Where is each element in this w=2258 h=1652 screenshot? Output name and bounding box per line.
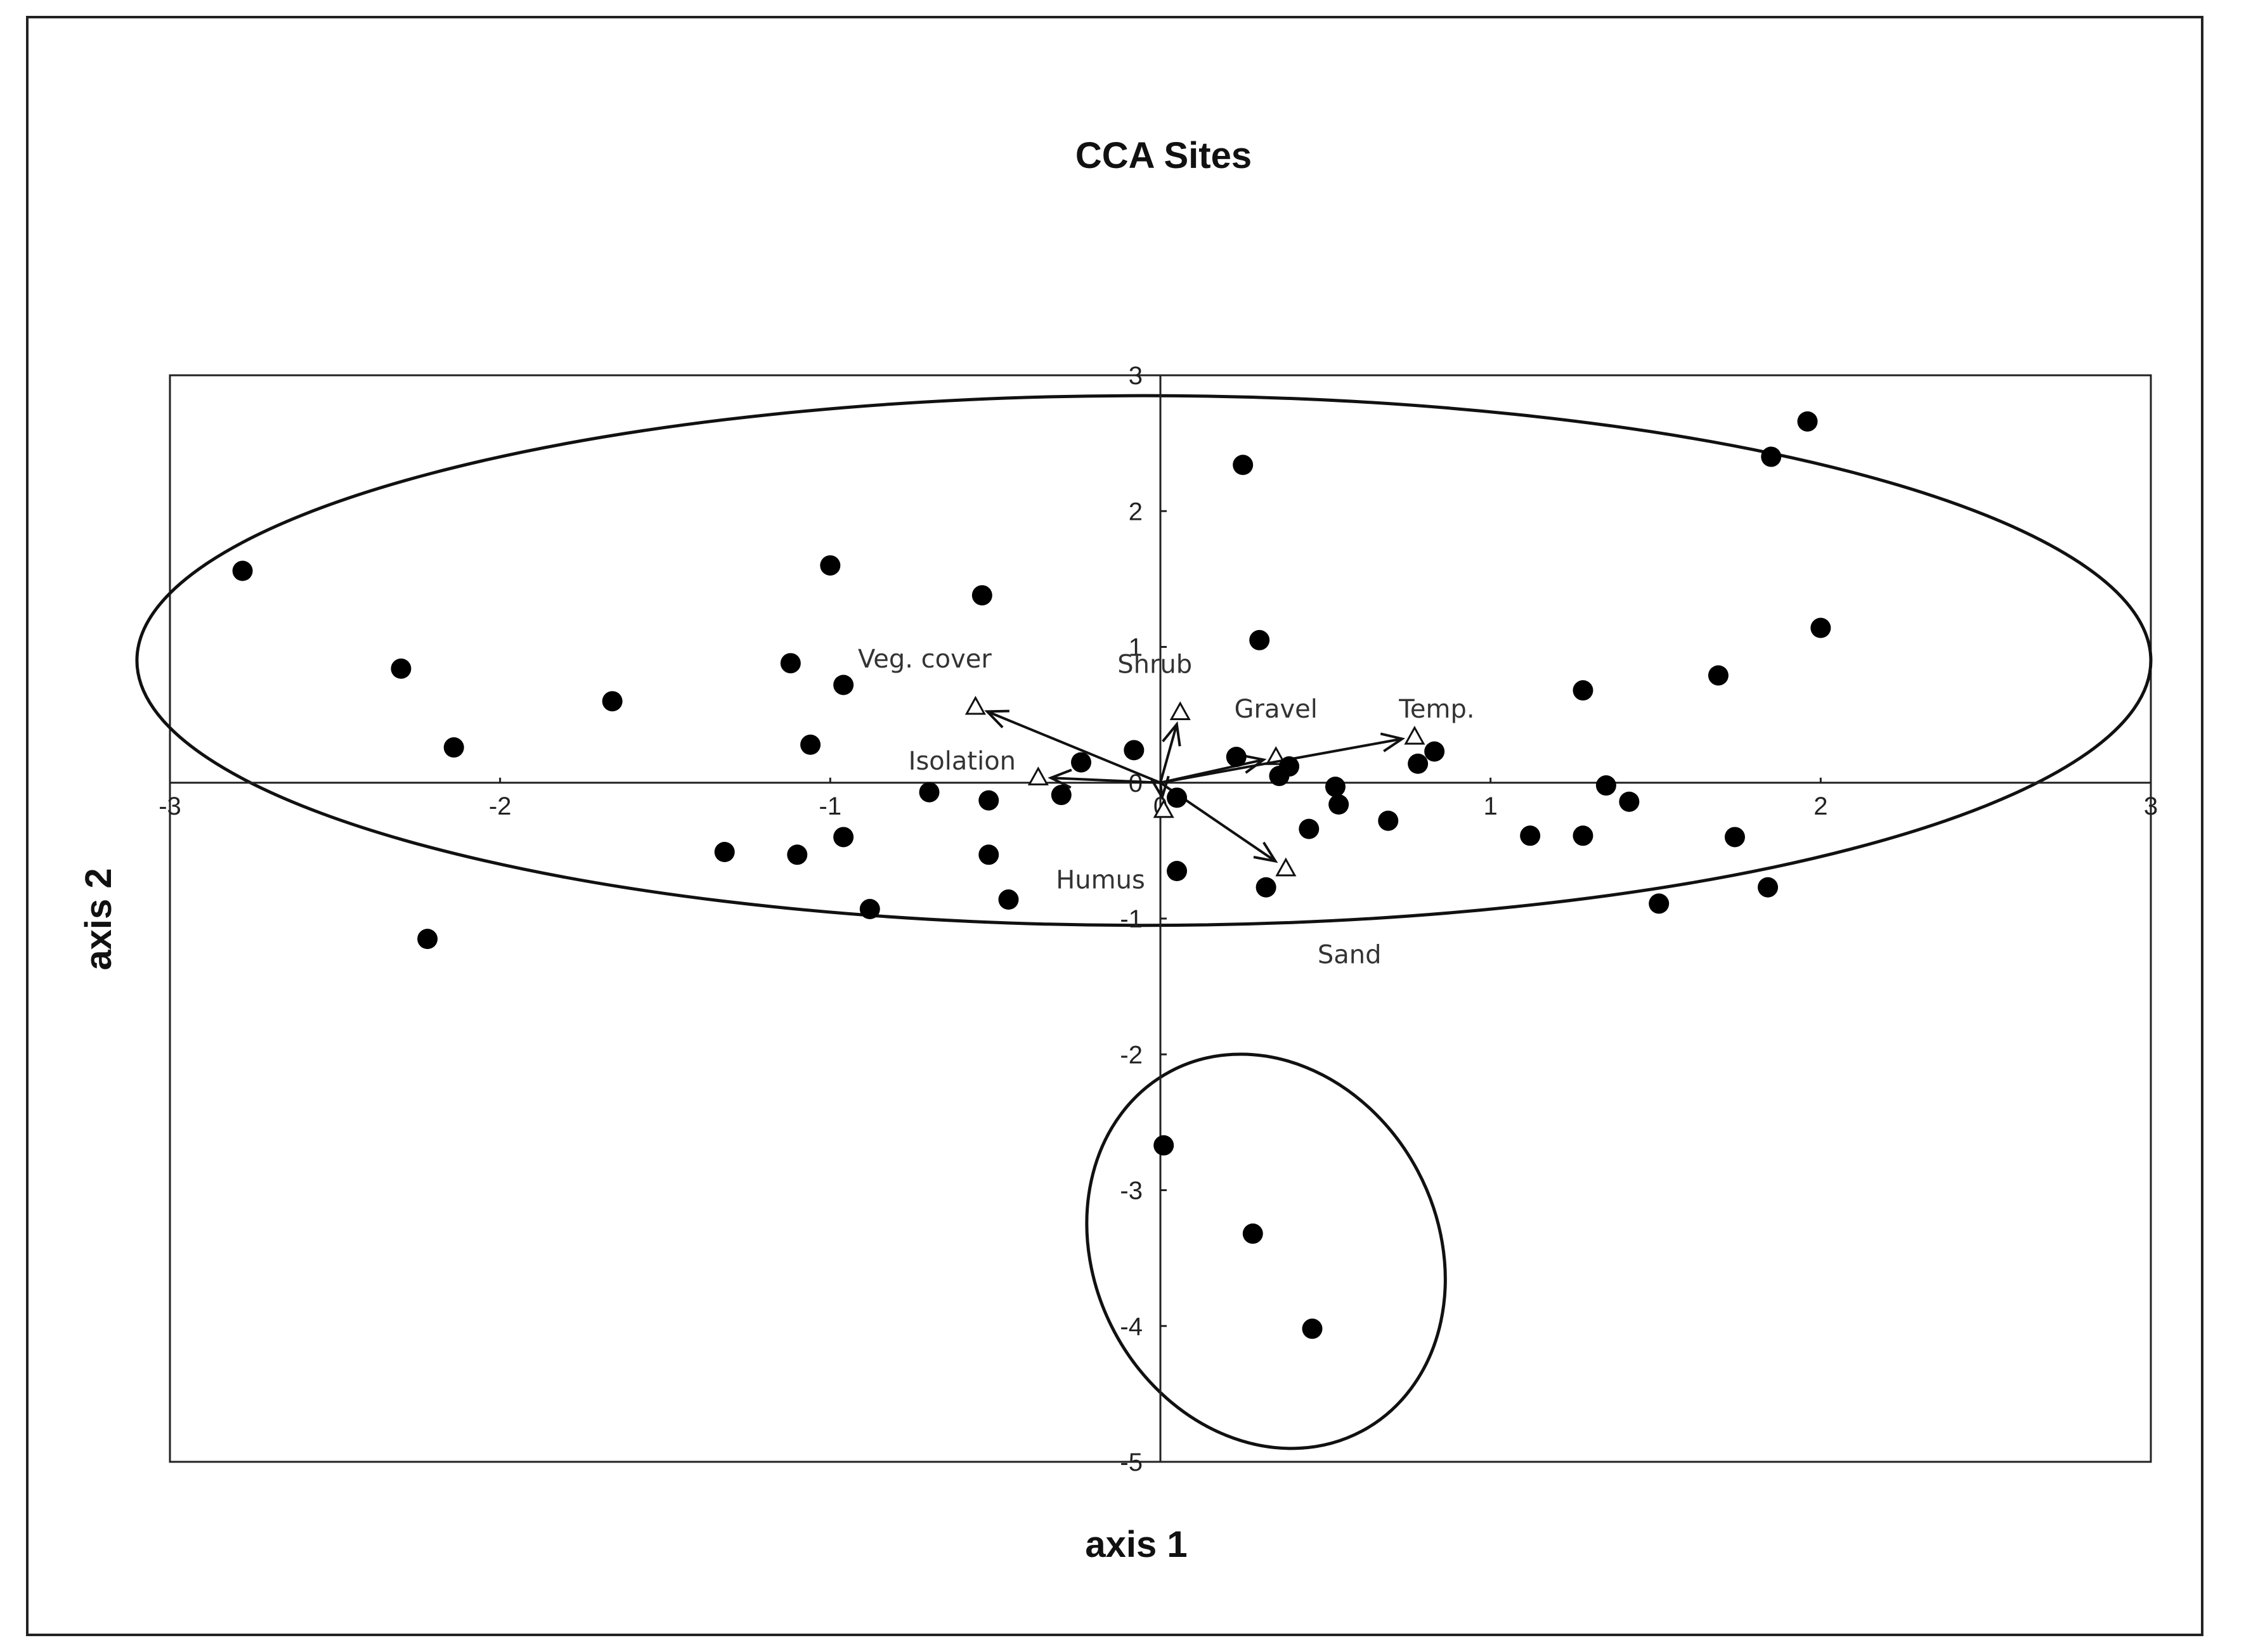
vector-marker [1027,766,1049,785]
site-point [859,899,880,920]
site-point [1256,877,1276,898]
site-point [714,842,735,863]
vector-label: Temp. [1398,695,1474,724]
y-axis-title: axis 2 [78,868,119,970]
site-point [1408,753,1429,774]
y-tick-label: -3 [1120,1177,1143,1205]
site-point [1649,893,1670,914]
site-point [1051,785,1072,806]
site-point [1167,861,1188,882]
site-point [1299,818,1320,839]
site-point [1226,747,1247,768]
site-point [833,674,854,695]
vector-marker [1404,725,1425,745]
vector-line [1051,777,1161,784]
vector-marker [1153,799,1174,818]
x-tick-label: 1 [1484,792,1498,820]
site-point [1810,617,1831,638]
site-points [232,411,1831,1339]
site-point [1797,411,1818,432]
vector-label: Shrub [1117,650,1192,679]
site-point [1761,446,1782,467]
site-point [1573,680,1593,701]
site-point [443,737,464,758]
x-tick-label: 3 [2144,792,2158,820]
x-tick-label: 2 [1814,792,1827,820]
y-tick-label: -1 [1120,905,1143,933]
vector-arrowhead [1253,841,1278,863]
group-ellipses [135,394,2153,1450]
site-point [800,734,821,755]
site-point [1242,1223,1263,1244]
site-point [971,585,992,606]
site-point [820,555,841,576]
site-point [1325,777,1346,797]
vector-arrowhead [984,709,1009,728]
chart-frame [26,16,2203,1636]
site-point [1724,827,1745,848]
vector-arrowhead [1048,768,1072,789]
vector-label: Sand [1318,941,1382,970]
site-point [1520,825,1541,846]
site-point [1071,752,1092,773]
site-point [1708,665,1729,686]
vector-arrowhead [1380,732,1406,752]
y-tick-label: -4 [1120,1313,1143,1341]
group-ellipse-1 [135,394,2153,927]
site-point [833,827,854,848]
x-axis-title: axis 1 [1085,1524,1187,1565]
site-point [1249,629,1270,650]
vector-label: Veg. cover [858,645,992,674]
vector-arrowhead [1162,721,1181,747]
site-point [1167,787,1188,808]
site-point [417,929,438,950]
site-point [1595,775,1616,796]
site-point [1619,791,1640,812]
site-point [787,844,808,865]
site-point [1153,1135,1174,1156]
y-tick-label: 2 [1129,498,1143,526]
site-point [1124,740,1145,761]
y-tick-label: -2 [1120,1041,1143,1069]
x-tick-label: -2 [489,792,512,820]
group-ellipse-2 [1085,1052,1447,1450]
vector-label: Gravel [1235,695,1318,724]
site-point [1328,794,1349,815]
y-tick-label: 1 [1129,634,1143,662]
site-point [1233,455,1254,475]
site-point [780,653,801,674]
vector-line [1159,724,1178,784]
chart-title: CCA Sites [1075,135,1252,176]
y-tick-label: 3 [1129,362,1143,390]
site-point [391,658,412,679]
y-tick-label: -5 [1120,1449,1143,1476]
site-point [978,790,999,811]
vector-arrowhead [1150,775,1170,801]
environmental-vectors: Veg. cover Shrub Gravel Temp. Isolation Humus… [858,645,1475,970]
site-point [232,560,253,581]
vector-marker [1169,701,1191,721]
site-point [1573,825,1593,846]
vector-arrowhead [1242,754,1267,774]
site-point [919,782,940,803]
vector-marker [964,695,986,715]
y-tick-label: 0 [1129,770,1143,797]
vector-marker [1275,857,1297,877]
site-point [1279,756,1300,777]
vector-line [987,710,1161,784]
site-point [1758,877,1779,898]
x-tick-label: -1 [819,792,842,820]
site-point [602,691,623,712]
vector-label: Humus [1056,866,1145,895]
site-point [978,844,999,865]
site-point [998,889,1019,910]
site-point [1424,741,1445,762]
x-tick-label: -3 [159,792,181,820]
site-point [1378,810,1399,831]
vector-label: Isolation [909,747,1016,776]
site-point [1302,1319,1323,1339]
